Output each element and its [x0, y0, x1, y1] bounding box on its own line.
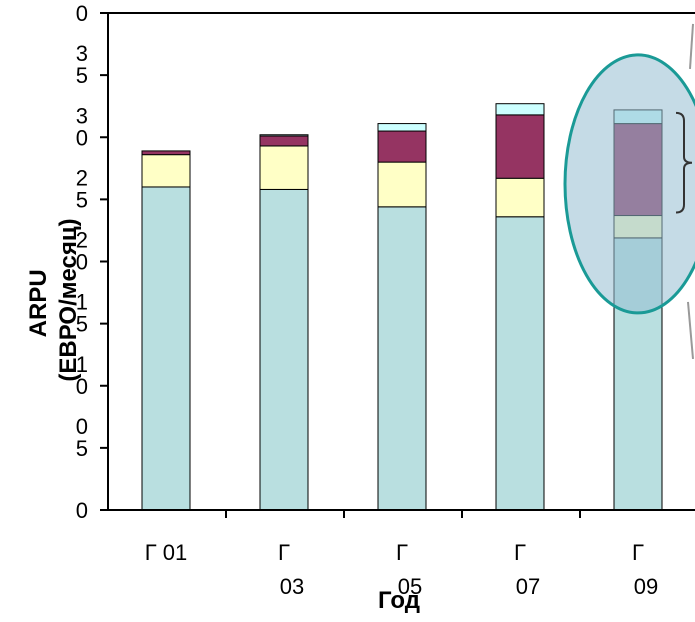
y-tick-labels: 00510152025303540 [76, 0, 88, 523]
x-tick-label-3-line-2: 05 [398, 574, 422, 599]
x-tick-label-1: Г 01 [145, 540, 188, 565]
callout-line-top [689, 23, 694, 69]
x-tick-label-3-line-1: Г [396, 540, 408, 565]
bar-segment-4-3 [495, 114, 545, 179]
y-tick-label-6-line-2: 5 [76, 187, 88, 212]
y-tick-label-2-line-1: 0 [76, 414, 88, 439]
y-tick-label-1: 0 [76, 498, 88, 523]
y-tick-label-7-line-2: 0 [76, 125, 88, 150]
x-tick-label-2-line-2: 03 [280, 574, 304, 599]
x-tick-label-1-line-1: Г 01 [145, 540, 188, 565]
y-tick-label-3-line-2: 0 [76, 374, 88, 399]
callout-line-bottom [687, 301, 694, 359]
bar-segment-1-1 [141, 186, 191, 511]
y-tick-label-8-line-1: 3 [76, 41, 88, 66]
y-tick-label-8-line-2: 5 [76, 63, 88, 88]
x-tick-label-4: Г 07 [514, 540, 540, 599]
x-axis-title: Год [378, 587, 420, 614]
x-tick-label-5-line-2: 09 [634, 574, 658, 599]
y-tick-label-5-line-1: 2 [76, 228, 88, 253]
bar-segment-4-4 [495, 103, 545, 116]
y-tick-label-9-line-1: 4 [76, 0, 88, 4]
bar-segment-1-3 [141, 150, 191, 156]
x-tick-labels: Г 01 Г 03 Г 05 Г 07 Г 09 [145, 540, 658, 599]
bar-segment-3-4 [377, 123, 427, 132]
bar-segment-1-2 [141, 154, 191, 188]
x-tick-label-4-line-2: 07 [516, 574, 540, 599]
x-tick-label-2-line-1: Г [278, 540, 290, 565]
bar-segment-3-1 [377, 206, 427, 511]
x-tick-label-2: Г 03 [278, 540, 304, 599]
bar-segment-3-3 [377, 130, 427, 163]
y-axis-title-line-1: ARPU [25, 269, 52, 337]
bar-segment-2-4 [259, 134, 309, 137]
y-tick-label-2-line-2: 5 [76, 436, 88, 461]
axes-layer [100, 12, 695, 518]
bar-segment-4-2 [495, 177, 545, 218]
x-tick-label-5: Г 09 [632, 540, 658, 599]
y-tick-label-5-line-2: 0 [76, 250, 88, 275]
y-tick-label-6-line-1: 2 [76, 165, 88, 190]
highlight-layer [563, 23, 695, 359]
x-tick-label-4-line-1: Г [514, 540, 526, 565]
y-tick-label-7-line-1: 3 [76, 103, 88, 128]
bar-segment-3-2 [377, 161, 427, 208]
highlight-bracket [675, 111, 693, 214]
bar-segment-4-1 [495, 216, 545, 511]
y-tick-label-4-line-1: 1 [76, 290, 88, 315]
y-tick-label-9-line-2: 0 [76, 1, 88, 26]
y-tick-label-1-line-1: 0 [76, 498, 88, 523]
highlight-ellipse [563, 53, 695, 315]
bar-segment-2-2 [259, 145, 309, 190]
x-tick-label-3: Г 05 [396, 540, 422, 599]
x-tick-label-5-line-1: Г [632, 540, 644, 565]
y-axis-title-line-2: (ЕВРО/месяц) [55, 218, 82, 381]
y-axis-title: ARPU (ЕВРО/месяц) [25, 218, 82, 381]
y-tick-label-9: 40 [76, 0, 88, 26]
y-tick-label-4-line-2: 5 [76, 312, 88, 337]
y-tick-label-3-line-1: 1 [76, 352, 88, 377]
bar-segment-2-3 [259, 135, 309, 147]
bar-segment-2-1 [259, 188, 309, 511]
